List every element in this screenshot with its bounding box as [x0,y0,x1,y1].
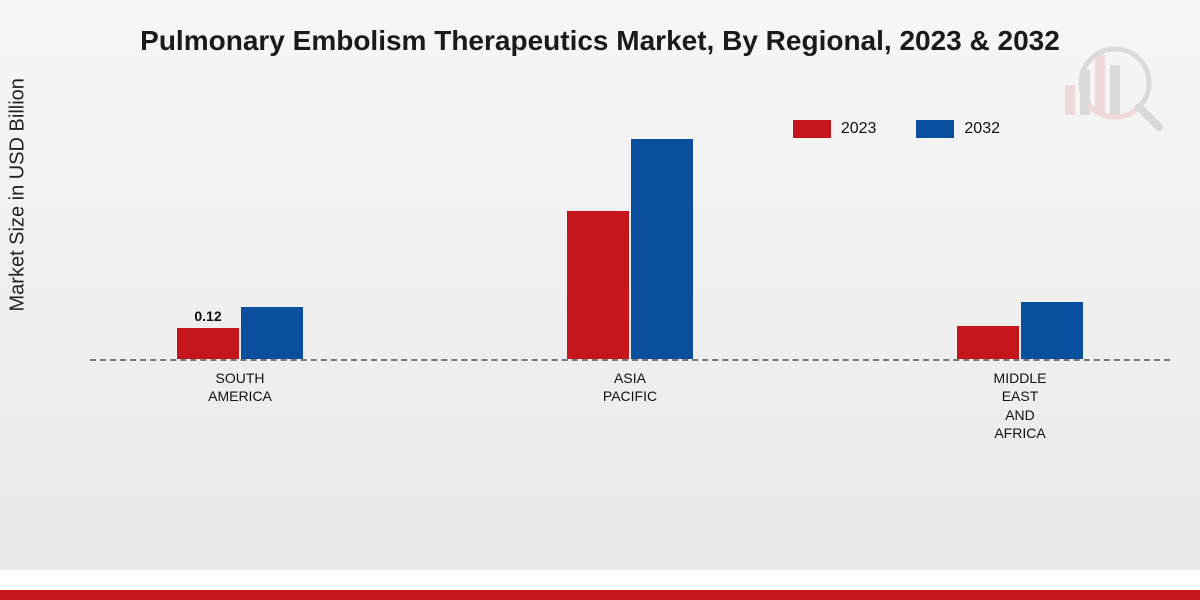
y-axis-label: Market Size in USD Billion [7,78,30,311]
bar-middle-east-and-africa-2032 [1021,302,1083,359]
bar-value-label: 0.12 [194,308,221,324]
footer-accent-bar [0,590,1200,600]
bar-south-america-2023 [177,328,239,359]
x-tick-label: ASIAPACIFIC [603,369,657,405]
plot-area: 0.12 SOUTHAMERICA ASIAPACIFIC MIDDLEEASTAND… [90,100,1170,460]
x-tick-label: MIDDLEEASTANDAFRICA [994,369,1047,442]
chart-background: Pulmonary Embolism Therapeutics Market, … [0,0,1200,570]
baseline-grid [90,359,1170,361]
bar-asia-pacific-2032 [631,139,693,359]
bar-asia-pacific-2023 [567,211,629,359]
bar-south-america-2032 [241,307,303,359]
x-tick-label: SOUTHAMERICA [208,369,272,405]
bar-middle-east-and-africa-2023 [957,326,1019,360]
chart-title: Pulmonary Embolism Therapeutics Market, … [0,25,1200,57]
